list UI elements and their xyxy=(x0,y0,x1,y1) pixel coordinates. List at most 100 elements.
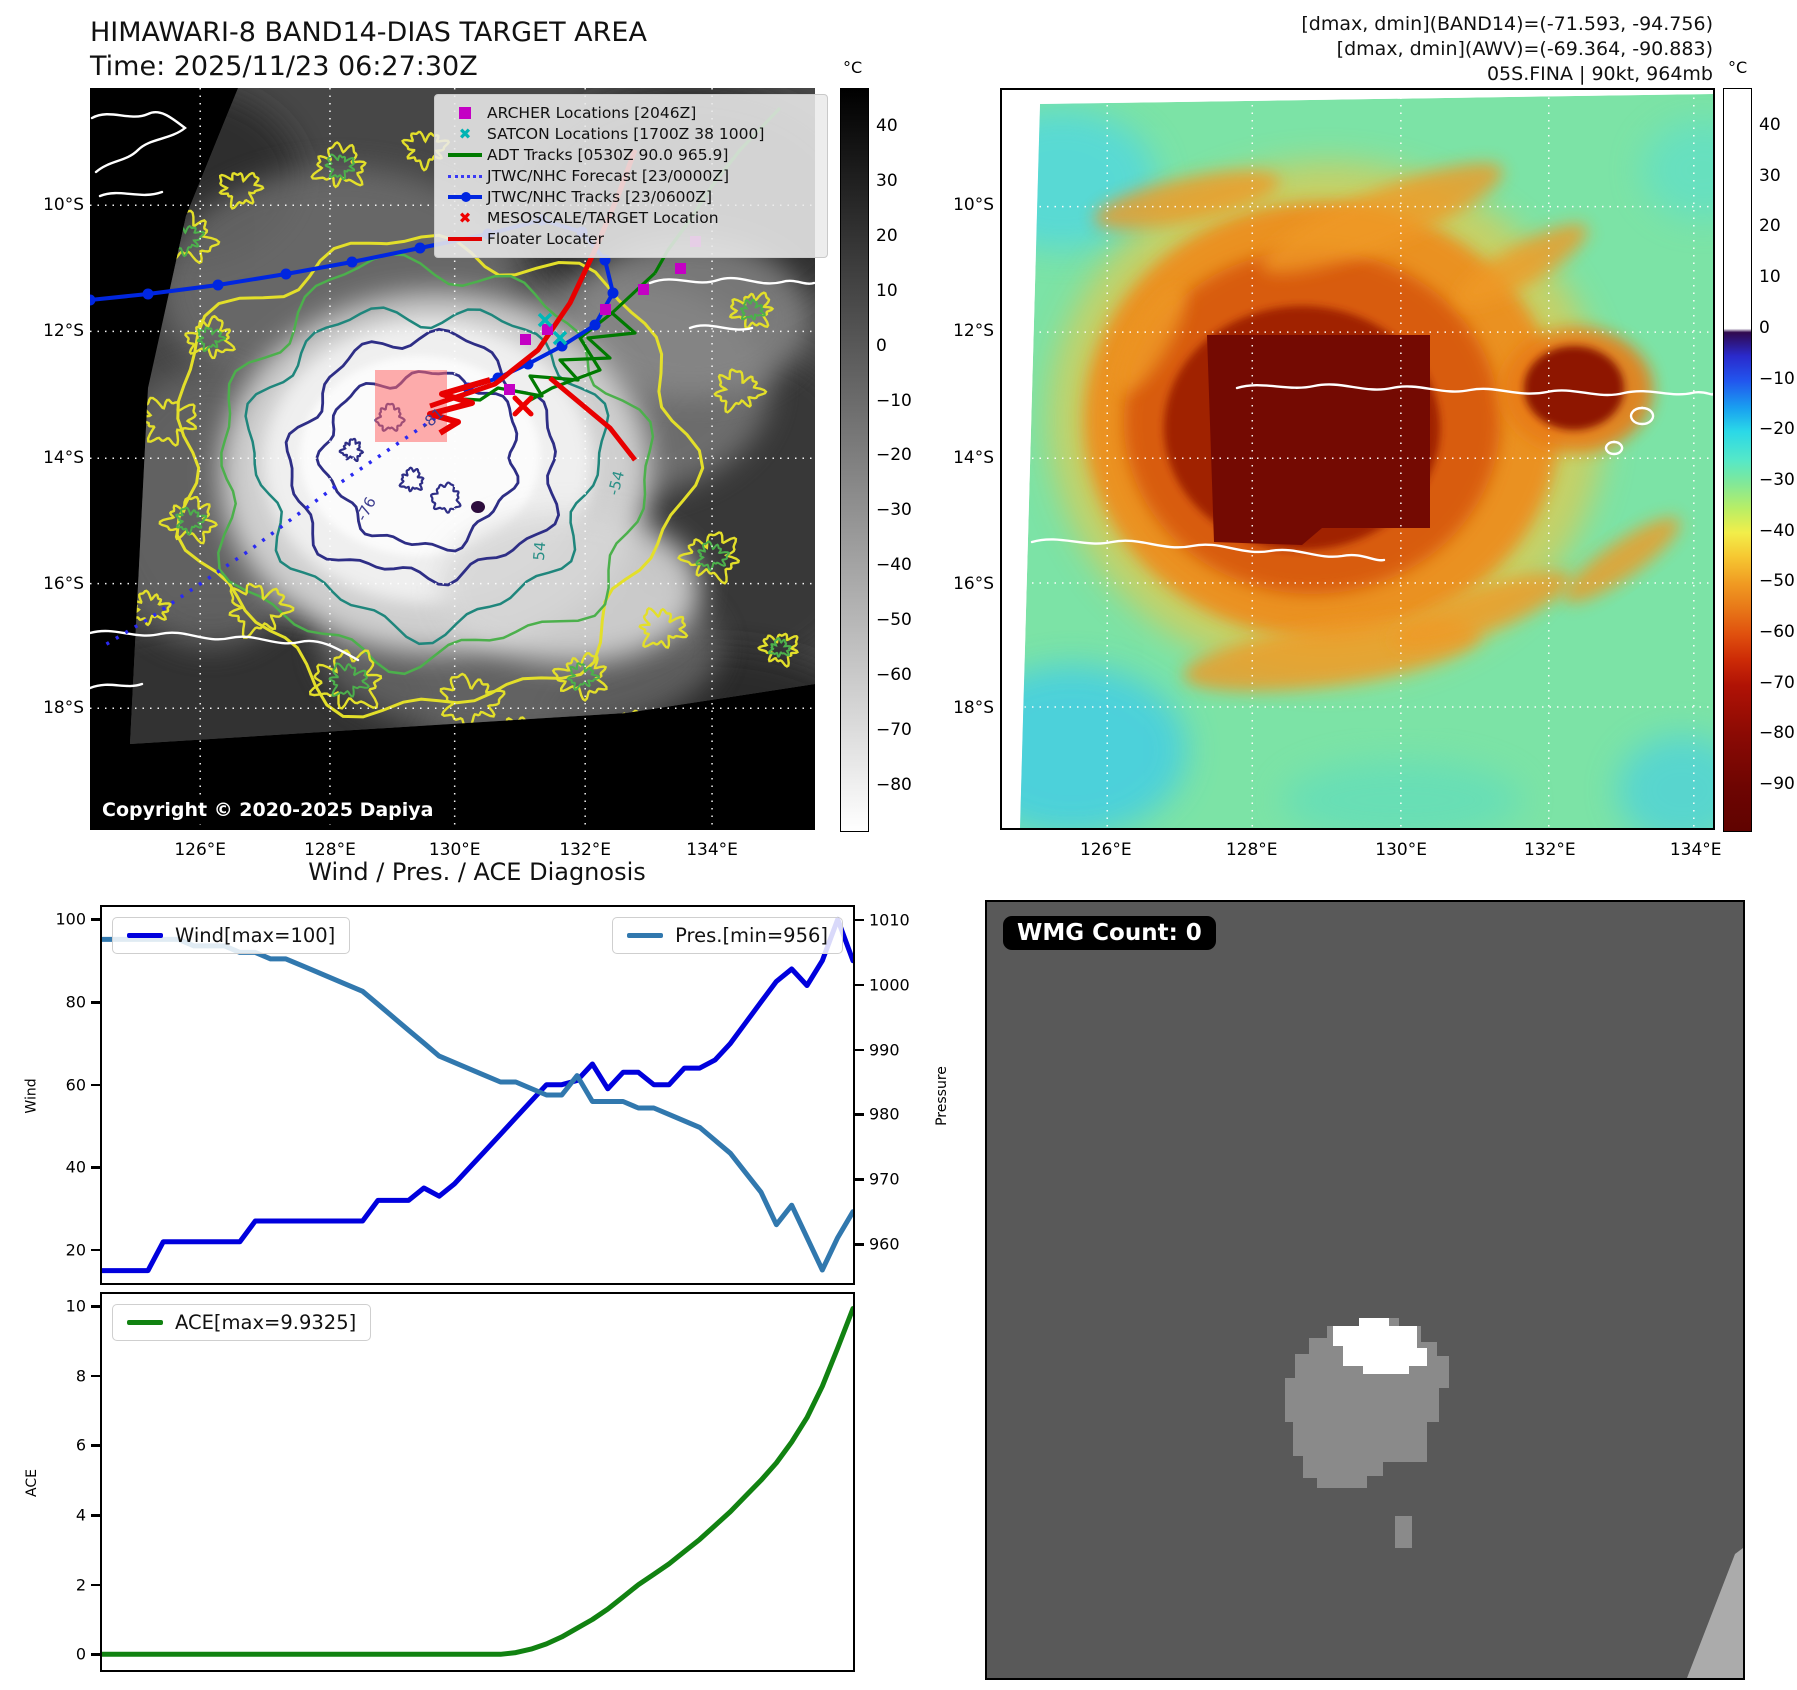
diagnosis-title: Wind / Pres. / ACE Diagnosis xyxy=(308,858,646,886)
axis-tick-label: 132°E xyxy=(559,840,612,860)
band14-colorbar xyxy=(840,88,869,832)
y-tick-mark xyxy=(91,1514,100,1517)
legend-item-label: JTWC/NHC Forecast [23/0000Z] xyxy=(487,167,730,185)
legend-item-label: MESOSCALE/TARGET Location xyxy=(487,209,719,227)
axis-tick-label: 12°S xyxy=(953,321,994,342)
y-tick-label: 2 xyxy=(75,1575,86,1595)
colorbar-tick-label: −10 xyxy=(1759,368,1795,389)
y2-tick-mark xyxy=(855,1113,864,1116)
ace-chart xyxy=(99,1292,856,1672)
legend-item: JTWC/NHC Tracks [23/0600Z] xyxy=(443,187,815,207)
legend-marker-dotted xyxy=(443,174,487,178)
wmg-panel: WMG Count: 0 xyxy=(985,900,1745,1680)
legend-marker-line xyxy=(443,153,487,157)
legend-item: ✖ MESOSCALE/TARGET Location xyxy=(443,208,815,228)
wind-pressure-lines xyxy=(99,916,856,1274)
y-tick-mark xyxy=(91,1248,100,1252)
y2-tick-mark xyxy=(855,1048,864,1052)
y-tick-mark xyxy=(91,1583,100,1587)
colorbar-tick-label: 10 xyxy=(1759,267,1781,288)
title-line2: Time: 2025/11/23 06:27:30Z xyxy=(90,51,478,82)
colorbar-tick-label: 30 xyxy=(876,170,898,191)
colorbar-tick-label: −40 xyxy=(876,555,912,576)
legend-marker-square xyxy=(443,107,487,119)
axis-tick-label: 14°S xyxy=(953,448,994,469)
pressure-legend-label: Pres.[min=956] xyxy=(675,924,828,947)
y-tick-mark xyxy=(91,1653,100,1656)
y-tick-mark xyxy=(91,918,100,921)
colorbar-tick-label: −50 xyxy=(876,610,912,631)
legend-marker-x: ✖ xyxy=(458,125,472,143)
colorbar-tick-label: 0 xyxy=(876,335,887,356)
y-tick-label: 80 xyxy=(65,992,86,1012)
colorbar-tick-label: 40 xyxy=(876,116,898,136)
axis-tick-label: 126°E xyxy=(174,840,227,860)
y2-tick-mark xyxy=(855,918,864,922)
axis-tick-label: 130°E xyxy=(428,840,481,860)
y2-tick-label: 1010 xyxy=(869,910,910,930)
enhanced-colorbar xyxy=(1723,88,1752,832)
y2-tick-mark xyxy=(855,983,864,987)
y2-tick-label: 970 xyxy=(869,1169,900,1189)
colorbar-tick-label: 30 xyxy=(1759,165,1781,186)
colorbar-tick-label: −20 xyxy=(1759,419,1795,440)
colorbar-tick-label: −20 xyxy=(876,445,912,466)
y2-tick-label: 960 xyxy=(869,1234,900,1254)
colorbar-tick-label: −60 xyxy=(1759,622,1795,642)
map-legend: ARCHER Locations [2046Z] ✖ SATCON Location… xyxy=(434,94,828,258)
axis-tick-label: 10°S xyxy=(953,195,994,216)
legend-item: ARCHER Locations [2046Z] xyxy=(443,103,815,123)
colorbar-tick-label: −70 xyxy=(1759,672,1795,693)
band14-colorbar-unit: °C xyxy=(843,58,863,77)
enhanced-ir-panel xyxy=(1000,88,1715,830)
colorbar-tick-label: −70 xyxy=(876,719,912,740)
y-tick-label: 10 xyxy=(65,1296,86,1316)
enhanced-ir-graphic xyxy=(1002,90,1713,828)
legend-item-label: ADT Tracks [0530Z 90.0 965.9] xyxy=(487,146,729,164)
ace-legend-swatch xyxy=(127,1320,163,1325)
ace-legend: ACE[max=9.9325] xyxy=(112,1304,372,1341)
colorbar-tick-label: 20 xyxy=(876,225,898,246)
enhanced-colorbar-unit: °C xyxy=(1728,58,1748,77)
wind-pressure-chart xyxy=(99,905,856,1285)
band14-map-panel: ARCHER Locations [2046Z] ✖ SATCON Location… xyxy=(90,88,828,830)
legend-item-label: Floater Locater xyxy=(487,230,604,248)
colorbar-tick-label: 0 xyxy=(1759,317,1770,338)
colorbar-tick-label: −10 xyxy=(876,390,912,411)
legend-marker-x: ✖ xyxy=(458,209,472,227)
ace-legend-label: ACE[max=9.9325] xyxy=(175,1311,357,1334)
meta-awv: [dmax, dmin](AWV)=(-69.364, -90.883) xyxy=(1336,38,1713,60)
y2-tick-label: 1000 xyxy=(869,975,910,995)
wmg-count-badge: WMG Count: 0 xyxy=(1003,916,1216,950)
y-tick-mark xyxy=(91,1305,100,1308)
copyright-badge: Copyright © 2020-2025 Dapiya xyxy=(92,796,444,824)
contour-value-label: 54 xyxy=(529,540,550,562)
axis-tick-label: 16°S xyxy=(953,573,994,594)
axis-tick-label: 134°E xyxy=(686,840,738,860)
meta-storm: 05S.FINA | 90kt, 964mb xyxy=(1486,63,1713,85)
axis-tick-label: 126°E xyxy=(1079,840,1132,860)
pressure-legend-swatch xyxy=(627,933,664,938)
ace-line xyxy=(99,1306,856,1657)
y-tick-label: 20 xyxy=(65,1240,86,1260)
axis-tick-label: 128°E xyxy=(1225,840,1278,860)
axis-tick-label: 18°S xyxy=(43,698,84,719)
wind-legend-label: Wind[max=100] xyxy=(175,924,336,947)
colorbar-tick-label: −50 xyxy=(1759,571,1795,592)
legend-item-label: SATCON Locations [1700Z 38 1000] xyxy=(487,125,765,143)
ace-axis-label: ACE xyxy=(23,1469,40,1497)
y-tick-mark xyxy=(91,1001,100,1004)
colorbar-tick-label: −40 xyxy=(1759,520,1795,541)
axis-tick-label: 130°E xyxy=(1375,840,1427,860)
axis-tick-label: 12°S xyxy=(43,321,84,342)
header-meta: [dmax, dmin](BAND14)=(-71.593, -94.756) … xyxy=(1301,12,1713,87)
y-tick-label: 100 xyxy=(55,909,86,929)
y2-tick-label: 990 xyxy=(869,1040,900,1060)
axis-tick-label: 14°S xyxy=(43,448,84,469)
colorbar-tick-label: 40 xyxy=(1759,115,1781,135)
wmg-graphic xyxy=(1285,1318,1743,1678)
pressure-axis-label: Pressure xyxy=(933,1066,950,1126)
y-tick-label: 0 xyxy=(75,1644,86,1664)
axis-tick-label: 18°S xyxy=(953,698,994,719)
wind-legend-swatch xyxy=(127,933,163,938)
